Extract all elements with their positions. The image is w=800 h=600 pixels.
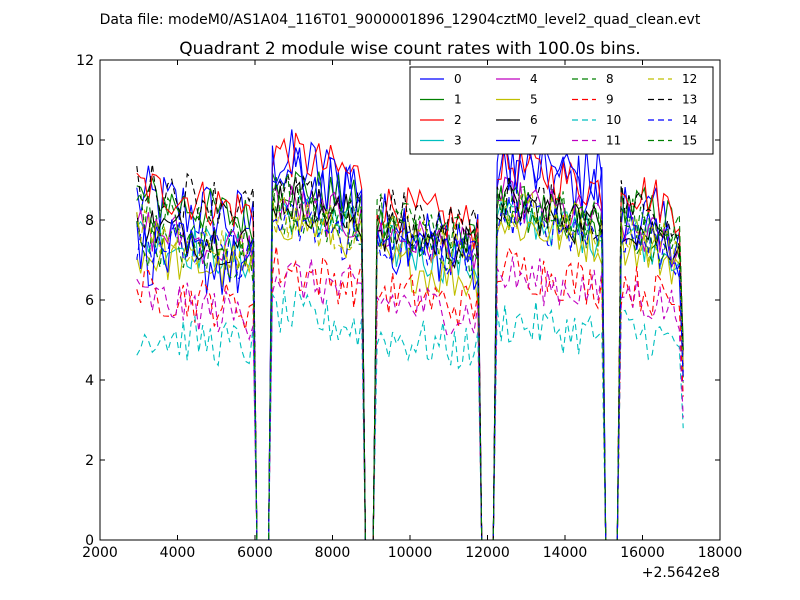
tick-labels: 2000 4000 6000 8000 10000 12000 14000 16000 1800… xyxy=(76,53,742,561)
chart-title: Quadrant 2 module wise count rates with … xyxy=(179,39,640,59)
legend-label-7: 7 xyxy=(530,134,538,148)
y-tick-label: 12 xyxy=(76,53,94,69)
series-line-15 xyxy=(136,174,684,540)
legend-label-10: 10 xyxy=(606,113,621,127)
y-tick-label: 2 xyxy=(85,453,94,469)
legend-label-4: 4 xyxy=(530,72,538,86)
x-tick-label: 14000 xyxy=(543,545,588,561)
x-tick-label: 12000 xyxy=(465,545,510,561)
series-line-1 xyxy=(136,170,684,540)
series-line-9 xyxy=(136,246,684,540)
y-tick-label: 0 xyxy=(85,533,94,549)
x-tick-label: 2000 xyxy=(82,545,118,561)
legend-label-0: 0 xyxy=(454,72,462,86)
x-tick-label: 10000 xyxy=(388,545,433,561)
y-tick-label: 8 xyxy=(85,213,94,229)
series-line-6 xyxy=(136,181,684,540)
x-tick-label: 16000 xyxy=(620,545,665,561)
plot-lines xyxy=(136,129,684,540)
series-line-11 xyxy=(136,256,684,540)
series-line-13 xyxy=(136,163,684,540)
series-line-2 xyxy=(136,132,684,540)
legend-label-1: 1 xyxy=(454,93,462,107)
axis-ticks xyxy=(99,59,721,541)
legend-label-3: 3 xyxy=(454,134,462,148)
x-tick-label: 18000 xyxy=(698,545,743,561)
x-offset-label: +2.5642e8 xyxy=(642,565,720,581)
y-tick-label: 4 xyxy=(85,373,94,389)
legend-label-2: 2 xyxy=(454,113,462,127)
x-tick-label: 6000 xyxy=(237,545,273,561)
series-line-14 xyxy=(136,193,684,540)
legend-label-12: 12 xyxy=(682,72,697,86)
y-tick-label: 10 xyxy=(76,133,94,149)
legend-label-8: 8 xyxy=(606,72,614,86)
series-line-8 xyxy=(136,186,684,540)
series-line-10 xyxy=(136,290,684,540)
x-tick-label: 8000 xyxy=(315,545,351,561)
series-line-5 xyxy=(136,197,684,540)
y-tick-label: 6 xyxy=(85,293,94,309)
figure-suptitle: Data file: modeM0/AS1A04_116T01_90000018… xyxy=(100,12,701,28)
legend-label-6: 6 xyxy=(530,113,538,127)
legend-box xyxy=(409,66,714,155)
legend-label-14: 14 xyxy=(682,113,697,127)
legend-label-11: 11 xyxy=(606,134,621,148)
x-tick-label: 4000 xyxy=(160,545,196,561)
legend-label-13: 13 xyxy=(682,93,697,107)
legend-label-5: 5 xyxy=(530,93,538,107)
legend-label-15: 15 xyxy=(682,134,697,148)
legend-label-9: 9 xyxy=(606,93,614,107)
